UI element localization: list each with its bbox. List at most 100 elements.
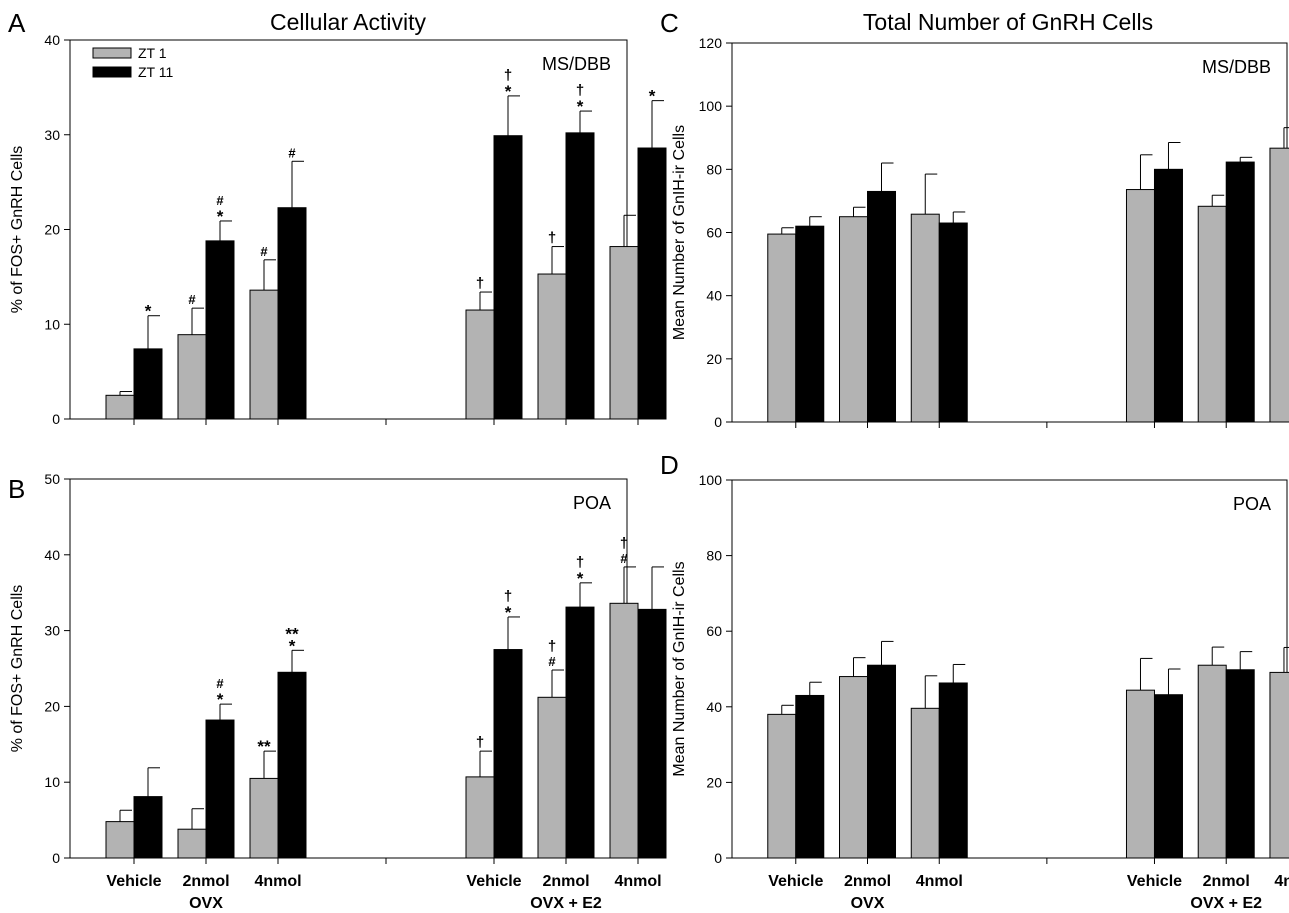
bar-zt11-5 bbox=[637, 608, 667, 859]
y-axis-label: Mean Number of GnIH-ir Cells bbox=[671, 125, 688, 340]
significance-mark: # bbox=[620, 551, 628, 566]
y-tick-label: 50 bbox=[44, 471, 60, 487]
bar-zt11-2 bbox=[938, 222, 968, 423]
y-tick-label: 100 bbox=[699, 472, 723, 488]
y-tick-label: 0 bbox=[52, 850, 60, 866]
y-tick-label: 40 bbox=[44, 32, 60, 48]
x-category-label: Vehicle bbox=[106, 873, 161, 890]
plot-frame bbox=[731, 479, 1288, 859]
significance-mark: # bbox=[216, 676, 224, 691]
y-tick-label: 100 bbox=[699, 98, 723, 114]
bar-zt1-3 bbox=[465, 776, 495, 859]
bar-zt11-2 bbox=[277, 671, 307, 859]
significance-mark: # bbox=[288, 145, 296, 160]
significance-mark: † bbox=[504, 588, 512, 605]
y-tick-label: 0 bbox=[714, 850, 722, 866]
x-category-label: 2nmol bbox=[1203, 873, 1250, 890]
bar-zt1-2 bbox=[910, 213, 940, 423]
bar-zt11-3 bbox=[493, 135, 523, 420]
region-label: POA bbox=[1233, 494, 1271, 514]
legend-swatch-zt11 bbox=[92, 66, 132, 78]
y-axis-label: % of FOS+ GnRH Cells bbox=[9, 146, 26, 314]
x-category-label: 4nmol bbox=[614, 873, 661, 890]
bar-zt11-1 bbox=[867, 190, 897, 423]
y-tick-label: 120 bbox=[699, 35, 723, 51]
significance-mark: # bbox=[216, 193, 224, 208]
legend-swatch-zt1 bbox=[92, 47, 132, 59]
y-tick-label: 60 bbox=[706, 623, 722, 639]
bar-zt1-5 bbox=[609, 602, 639, 859]
panel-c: C 0 20 40 60 80 100 120 Mean Number of GnIH-ir C… bbox=[660, 8, 1289, 430]
significance-mark: † bbox=[504, 67, 512, 84]
bar-zt11-0 bbox=[133, 348, 163, 420]
x-category-label: Vehicle bbox=[768, 873, 823, 890]
significance-mark: † bbox=[476, 275, 484, 292]
significance-mark: * bbox=[577, 97, 584, 116]
bar-zt1-5 bbox=[1269, 671, 1289, 859]
bar-zt1-5 bbox=[609, 246, 639, 420]
y-tick-label: 0 bbox=[714, 414, 722, 430]
bar-zt1-4 bbox=[1197, 205, 1227, 423]
significance-mark: * bbox=[505, 82, 512, 101]
significance-mark: ** bbox=[257, 737, 271, 756]
legend-label: ZT 11 bbox=[138, 64, 173, 80]
right-column-title: Total Number of GnRH Cells bbox=[863, 9, 1153, 35]
y-tick-label: 40 bbox=[706, 699, 722, 715]
significance-mark: * bbox=[577, 569, 584, 588]
y-tick-label: 20 bbox=[706, 351, 722, 367]
bar-zt11-3 bbox=[493, 649, 523, 859]
y-tick-label: 30 bbox=[44, 623, 60, 639]
bar-zt1-4 bbox=[537, 696, 567, 859]
y-axis-label: % of FOS+ GnRH Cells bbox=[9, 585, 26, 753]
x-category-label: Vehicle bbox=[466, 873, 521, 890]
left-column-title: Cellular Activity bbox=[270, 9, 426, 35]
bar-zt1-4 bbox=[1197, 664, 1227, 859]
y-tick-label: 20 bbox=[44, 222, 60, 238]
bar-zt1-3 bbox=[1125, 189, 1155, 423]
bar-zt1-0 bbox=[767, 713, 797, 859]
panel-letter: A bbox=[8, 8, 26, 38]
region-label: MS/DBB bbox=[542, 54, 611, 74]
bar-zt1-1 bbox=[177, 334, 207, 420]
y-tick-label: 30 bbox=[44, 127, 60, 143]
bar-zt1-1 bbox=[839, 676, 869, 859]
x-group-label: OVX + E2 bbox=[530, 895, 602, 912]
x-category-label: 2nmol bbox=[542, 873, 589, 890]
x-category-label: Vehicle bbox=[1127, 873, 1182, 890]
bar-zt1-0 bbox=[105, 821, 135, 859]
x-category-label: 4nmol bbox=[254, 873, 301, 890]
y-tick-label: 40 bbox=[44, 547, 60, 563]
region-label: POA bbox=[573, 493, 611, 513]
significance-mark: † bbox=[620, 535, 628, 552]
significance-mark: ** bbox=[285, 624, 299, 643]
bar-zt1-3 bbox=[1125, 689, 1155, 859]
significance-mark: † bbox=[548, 638, 556, 655]
legend-label: ZT 1 bbox=[138, 45, 167, 61]
bar-zt1-3 bbox=[465, 309, 495, 420]
bar-zt1-1 bbox=[177, 828, 207, 859]
y-tick-label: 40 bbox=[706, 288, 722, 304]
bar-zt1-5 bbox=[1269, 147, 1289, 423]
x-group-label: OVX bbox=[189, 895, 223, 912]
x-category-label: 4nmol bbox=[1274, 873, 1289, 890]
bar-zt11-0 bbox=[133, 796, 163, 859]
bar-zt11-4 bbox=[1225, 161, 1255, 423]
bar-zt11-0 bbox=[795, 694, 825, 859]
bar-zt11-4 bbox=[565, 132, 595, 420]
x-category-label: 4nmol bbox=[916, 873, 963, 890]
bar-zt11-2 bbox=[938, 682, 968, 859]
bar-zt11-4 bbox=[565, 606, 595, 859]
y-tick-label: 20 bbox=[706, 774, 722, 790]
significance-mark: * bbox=[217, 690, 224, 709]
significance-mark: * bbox=[217, 207, 224, 226]
bar-zt1-1 bbox=[839, 216, 869, 423]
significance-mark: † bbox=[476, 734, 484, 751]
x-category-label: 2nmol bbox=[182, 873, 229, 890]
region-label: MS/DBB bbox=[1202, 57, 1271, 77]
significance-mark: * bbox=[505, 603, 512, 622]
significance-mark: # bbox=[188, 292, 196, 307]
y-tick-label: 80 bbox=[706, 548, 722, 564]
bar-zt1-0 bbox=[105, 394, 135, 420]
